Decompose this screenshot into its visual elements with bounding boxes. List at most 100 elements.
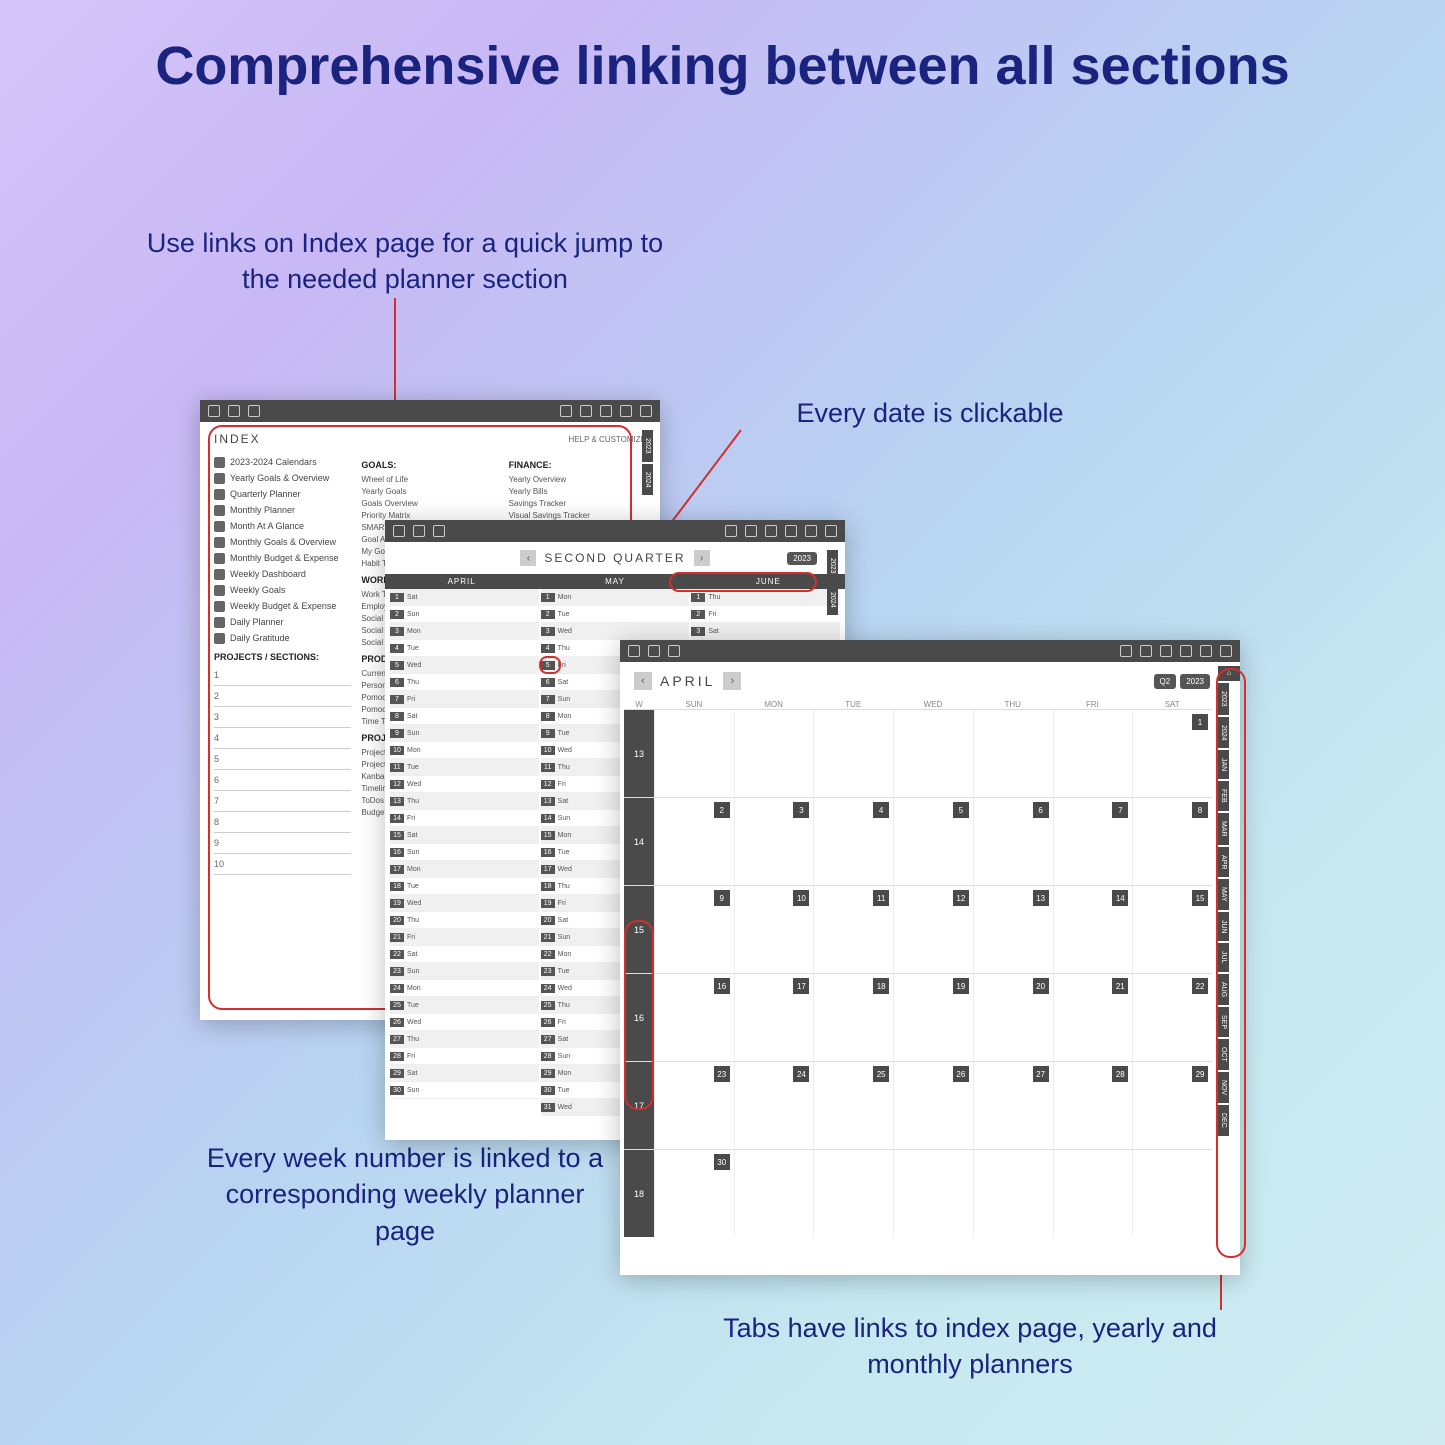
quarter-date-row[interactable]: 24Mon	[390, 980, 539, 997]
month-day-cell[interactable]: 6	[973, 798, 1053, 885]
w-icon[interactable]	[785, 525, 797, 537]
day-number[interactable]: 4	[873, 802, 889, 818]
quarter-date-row[interactable]: 3Wed	[541, 623, 690, 640]
day-number[interactable]: 9	[714, 890, 730, 906]
month-day-cell[interactable]: 18	[813, 974, 893, 1061]
check-icon[interactable]	[668, 645, 680, 657]
month-day-cell[interactable]: 5	[893, 798, 973, 885]
quarter-date-row[interactable]: 6Thu	[390, 674, 539, 691]
month-day-cell[interactable]: 1	[1132, 710, 1212, 797]
nav-icon[interactable]	[228, 405, 240, 417]
day-number[interactable]: 17	[793, 978, 809, 994]
m-icon[interactable]	[765, 525, 777, 537]
month-day-cell[interactable]: 17	[734, 974, 814, 1061]
day-number[interactable]: 25	[873, 1066, 889, 1082]
next-quarter-button[interactable]: ›	[694, 550, 710, 566]
month-day-cell[interactable]: 29	[1132, 1062, 1212, 1149]
day-number[interactable]: 28	[1112, 1066, 1128, 1082]
month-day-cell[interactable]: 19	[893, 974, 973, 1061]
quarter-date-row[interactable]: 19Wed	[390, 895, 539, 912]
quarter-date-row[interactable]: 21Fri	[390, 929, 539, 946]
month-day-cell[interactable]	[813, 710, 893, 797]
quarter-date-row[interactable]: 4Tue	[390, 640, 539, 657]
day-number[interactable]: 21	[1112, 978, 1128, 994]
day-number[interactable]: 22	[1192, 978, 1208, 994]
check-icon[interactable]	[433, 525, 445, 537]
day-number[interactable]: 11	[873, 890, 889, 906]
month-day-cell[interactable]	[973, 710, 1053, 797]
month-day-cell[interactable]	[1132, 1150, 1212, 1237]
m-icon[interactable]	[1160, 645, 1172, 657]
day-number[interactable]: 14	[1112, 890, 1128, 906]
y-icon[interactable]	[1120, 645, 1132, 657]
d-icon[interactable]	[805, 525, 817, 537]
month-day-cell[interactable]: 30	[654, 1150, 734, 1237]
week-number-link[interactable]: 18	[624, 1150, 654, 1237]
y-icon[interactable]	[560, 405, 572, 417]
quarter-date-row[interactable]: 3Mon	[390, 623, 539, 640]
quarter-date-row[interactable]: 22Sat	[390, 946, 539, 963]
month-day-cell[interactable]	[893, 1150, 973, 1237]
year-tab[interactable]: 2023	[642, 430, 653, 462]
quarter-date-row[interactable]: 11Tue	[390, 759, 539, 776]
month-day-cell[interactable]	[734, 710, 814, 797]
quarter-date-row[interactable]: 12Wed	[390, 776, 539, 793]
day-number[interactable]: 13	[1033, 890, 1049, 906]
month-day-cell[interactable]: 25	[813, 1062, 893, 1149]
quarter-date-row[interactable]: 20Thu	[390, 912, 539, 929]
day-number[interactable]: 5	[953, 802, 969, 818]
month-day-cell[interactable]: 15	[1132, 886, 1212, 973]
month-day-cell[interactable]: 24	[734, 1062, 814, 1149]
prev-month-button[interactable]: ‹	[634, 672, 652, 690]
day-number[interactable]: 24	[793, 1066, 809, 1082]
quarter-date-row[interactable]: 5Wed	[390, 657, 539, 674]
day-number[interactable]: 6	[1033, 802, 1049, 818]
month-day-cell[interactable]	[813, 1150, 893, 1237]
month-day-cell[interactable]: 2	[654, 798, 734, 885]
quarter-date-row[interactable]: 2Sun	[390, 606, 539, 623]
nav-icon[interactable]	[413, 525, 425, 537]
month-day-cell[interactable]: 3	[734, 798, 814, 885]
quarter-date-row[interactable]: 10Mon	[390, 742, 539, 759]
month-tab-april[interactable]: APRIL	[385, 574, 538, 589]
month-day-cell[interactable]: 12	[893, 886, 973, 973]
month-day-cell[interactable]: 20	[973, 974, 1053, 1061]
quarter-date-row[interactable]: 25Tue	[390, 997, 539, 1014]
day-number[interactable]: 26	[953, 1066, 969, 1082]
quarter-date-row[interactable]: 9Sun	[390, 725, 539, 742]
quarter-date-row[interactable]: 3Sat	[691, 623, 840, 640]
month-day-cell[interactable]: 16	[654, 974, 734, 1061]
day-number[interactable]: 20	[1033, 978, 1049, 994]
month-day-cell[interactable]: 22	[1132, 974, 1212, 1061]
nav-icon[interactable]	[648, 645, 660, 657]
quarter-date-row[interactable]: 26Wed	[390, 1014, 539, 1031]
day-number[interactable]: 2	[714, 802, 730, 818]
week-number-link[interactable]: 13	[624, 710, 654, 797]
q-icon[interactable]	[1140, 645, 1152, 657]
year-tab[interactable]: 2023	[827, 550, 838, 582]
day-number[interactable]: 27	[1033, 1066, 1049, 1082]
day-number[interactable]: 30	[714, 1154, 730, 1170]
d-icon[interactable]	[1200, 645, 1212, 657]
quarter-date-row[interactable]: 2Fri	[691, 606, 840, 623]
chevron-left-icon[interactable]	[825, 525, 837, 537]
quarter-date-row[interactable]: 18Tue	[390, 878, 539, 895]
quarter-date-row[interactable]: 29Sat	[390, 1065, 539, 1082]
quarter-year-badge[interactable]: 2023	[787, 552, 817, 565]
quarter-date-row[interactable]: 28Fri	[390, 1048, 539, 1065]
month-day-cell[interactable]	[1053, 710, 1133, 797]
month-day-cell[interactable]: 26	[893, 1062, 973, 1149]
check-icon[interactable]	[248, 405, 260, 417]
y-icon[interactable]	[725, 525, 737, 537]
month-day-cell[interactable]: 21	[1053, 974, 1133, 1061]
month-day-cell[interactable]: 9	[654, 886, 734, 973]
q-icon[interactable]	[745, 525, 757, 537]
month-day-cell[interactable]: 23	[654, 1062, 734, 1149]
year-badge[interactable]: 2023	[1180, 674, 1210, 689]
d-icon[interactable]	[640, 405, 652, 417]
year-tab[interactable]: 2024	[642, 464, 653, 496]
day-number[interactable]: 10	[793, 890, 809, 906]
quarter-date-row[interactable]: 13Thu	[390, 793, 539, 810]
month-day-cell[interactable]: 14	[1053, 886, 1133, 973]
prev-quarter-button[interactable]: ‹	[520, 550, 536, 566]
